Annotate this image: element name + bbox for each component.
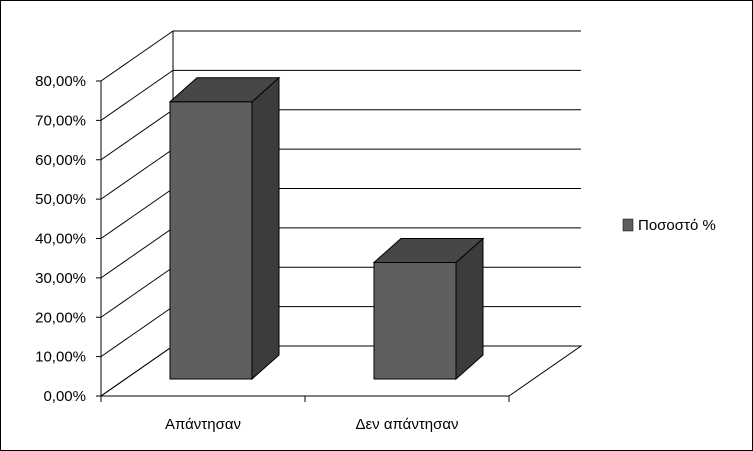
grid-diagonal — [100, 188, 174, 239]
grid-diagonal — [100, 109, 174, 161]
bar-1 — [168, 76, 281, 381]
x-tick-label: Απάντησαν — [165, 416, 241, 433]
y-tick-label: 10,00% — [35, 349, 86, 366]
y-tick-label: 50,00% — [35, 191, 86, 208]
bar-side — [251, 76, 280, 381]
y-tick-label: 60,00% — [35, 152, 86, 169]
axes — [96, 80, 510, 402]
y-tick-label: 70,00% — [35, 112, 86, 129]
bar-side — [455, 237, 484, 381]
x-tick-label: Δεν απάντησαν — [355, 416, 458, 433]
bar-front — [169, 101, 253, 380]
y-tick-label: 20,00% — [35, 309, 86, 326]
legend-swatch — [622, 218, 634, 232]
grid-diagonal — [100, 306, 174, 358]
grid-diagonal — [100, 148, 174, 200]
legend-label: Ποσοστό % — [638, 217, 716, 234]
grid-diagonal — [100, 266, 174, 318]
y-tick-label: 40,00% — [35, 231, 86, 248]
bars — [168, 76, 485, 381]
bar-top — [168, 77, 281, 103]
y-tick-label: 30,00% — [35, 270, 86, 287]
y-tick-label: 80,00% — [35, 73, 86, 90]
bar-2 — [372, 237, 485, 381]
grid-diagonal — [100, 69, 174, 121]
bar-top — [372, 237, 485, 263]
y-tick-label: 0,00% — [43, 388, 86, 405]
labels: 0,00% 10,00% 20,00% 30,00% 40,00% 50,00% 60,00… — [35, 73, 458, 433]
bar-front — [373, 261, 457, 380]
grid-diagonal — [100, 227, 174, 279]
legend: Ποσοστό % — [622, 217, 716, 234]
grid-diagonal — [100, 30, 174, 82]
